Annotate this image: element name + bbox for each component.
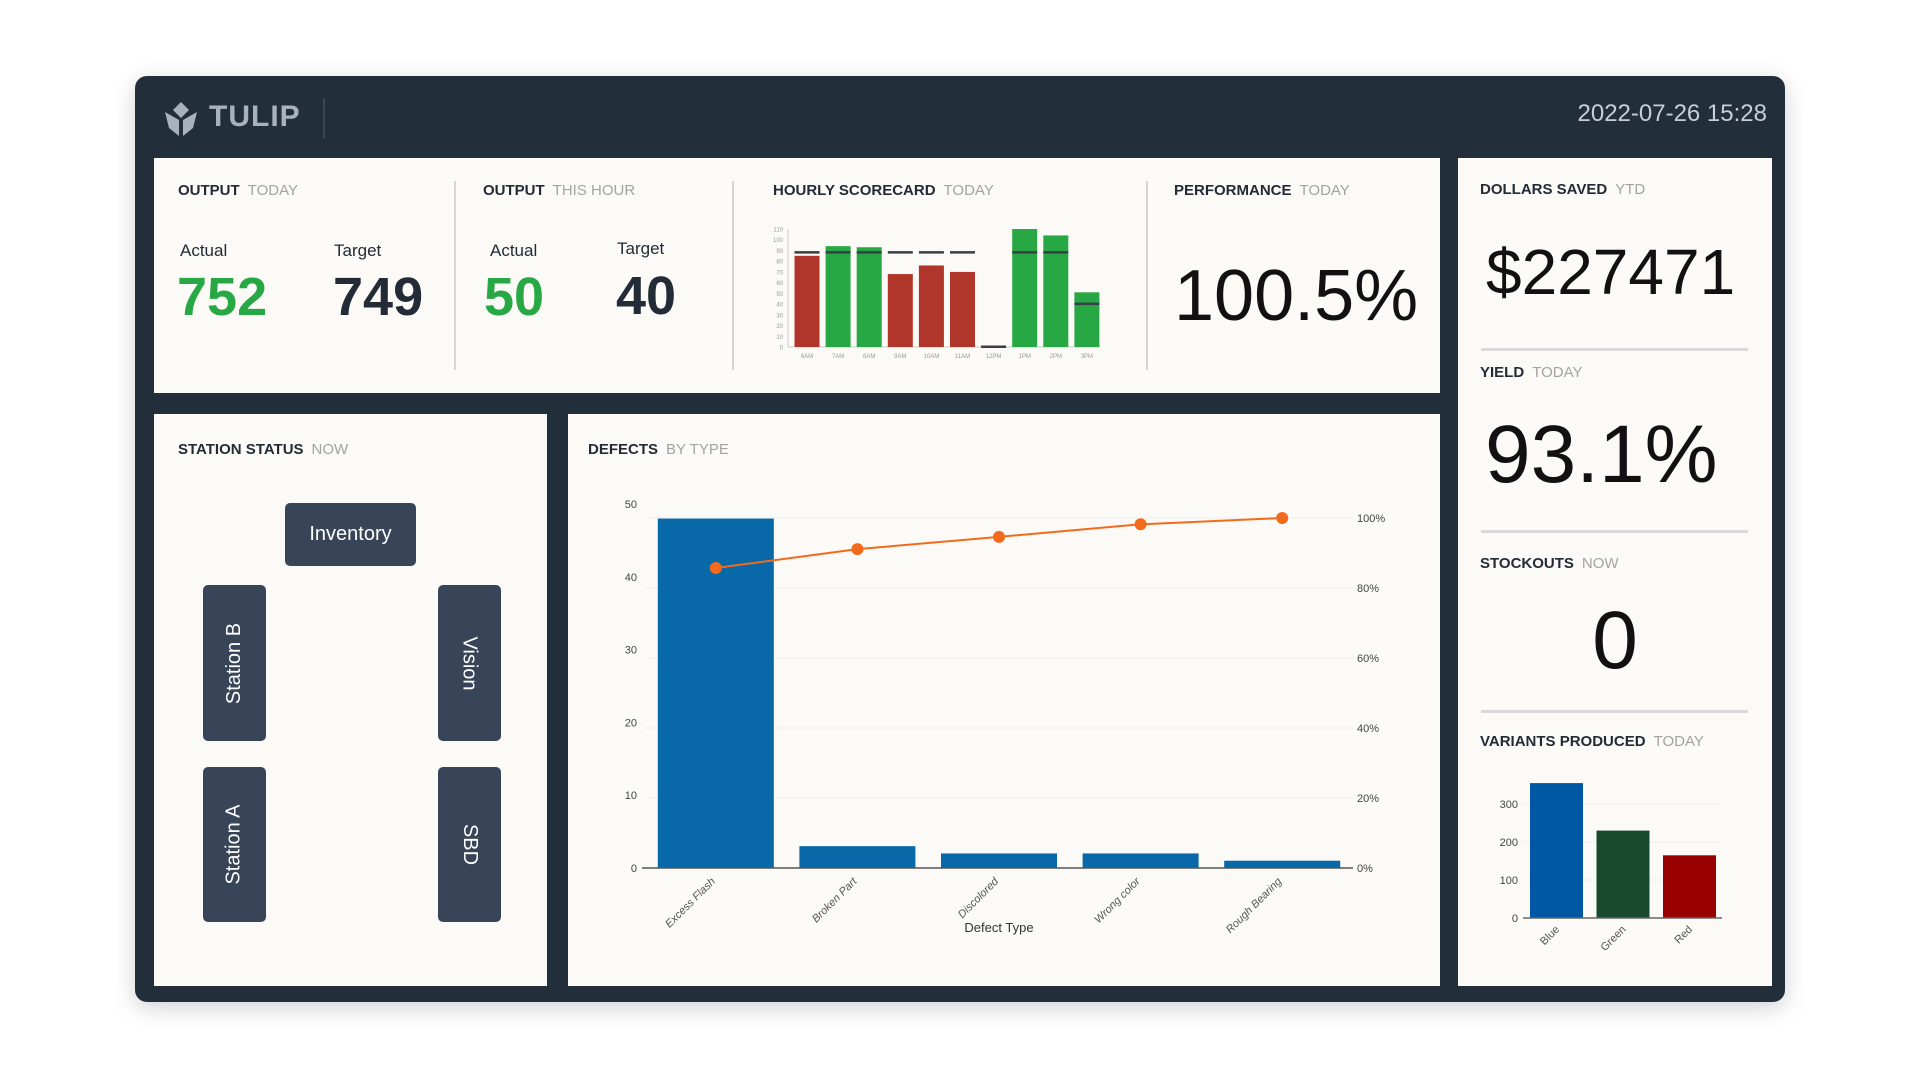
- header-title: VARIANTS PRODUCED: [1480, 733, 1646, 750]
- stockouts-header: STOCKOUTS NOW: [1480, 555, 1619, 572]
- header-title: OUTPUT: [483, 182, 545, 199]
- header-title: PERFORMANCE: [1174, 182, 1292, 199]
- output-today-header: OUTPUT TODAY: [178, 182, 298, 199]
- divider: [1481, 530, 1748, 533]
- header-title: OUTPUT: [178, 182, 240, 199]
- header-title: HOURLY SCORECARD: [773, 182, 936, 199]
- output-today-actual: 752: [177, 267, 268, 327]
- station-sbd[interactable]: SBD: [438, 767, 501, 922]
- station-a[interactable]: Station A: [203, 767, 266, 922]
- divider: [1481, 348, 1748, 351]
- divider: [454, 181, 456, 370]
- dollars-saved-header: DOLLARS SAVED YTD: [1480, 181, 1645, 198]
- output-hour-header: OUTPUT THIS HOUR: [483, 182, 635, 199]
- header-title: DEFECTS: [588, 441, 659, 458]
- tulip-logo-icon: [165, 102, 197, 136]
- header-subtitle: TODAY: [1653, 733, 1704, 750]
- hourly-scorecard-header: HOURLY SCORECARD TODAY: [773, 182, 994, 199]
- header-datetime: 2022-07-26 15:28: [1577, 100, 1768, 127]
- output-hour-actual: 50: [484, 267, 545, 327]
- divider: [1481, 710, 1748, 713]
- station-label: Station A: [223, 804, 245, 885]
- divider: [732, 181, 734, 370]
- header-subtitle: TODAY: [1532, 364, 1583, 381]
- station-vision[interactable]: Vision: [438, 585, 501, 741]
- defects-header: DEFECTS BY TYPE: [588, 441, 729, 458]
- station-label: Station B: [223, 622, 246, 704]
- station-label: Vision: [459, 635, 481, 691]
- brand-name: TULIP: [209, 100, 301, 133]
- output-hour-target-label: Target: [617, 239, 665, 258]
- defects-panel: [568, 414, 1440, 986]
- output-hour-actual-label: Actual: [490, 241, 538, 260]
- header-subtitle: TODAY: [247, 182, 298, 199]
- header-subtitle: THIS HOUR: [552, 182, 636, 199]
- header-subtitle: NOW: [311, 441, 349, 458]
- stockouts-value: 0: [1592, 595, 1638, 686]
- header-title: DOLLARS SAVED: [1480, 181, 1608, 198]
- station-inventory[interactable]: Inventory: [285, 503, 416, 566]
- header-title: STATION STATUS: [178, 441, 304, 458]
- header-title: STOCKOUTS: [1480, 555, 1574, 572]
- yield-value: 93.1%: [1485, 409, 1718, 500]
- yield-header: YIELD TODAY: [1480, 364, 1582, 381]
- header-title: YIELD: [1480, 364, 1525, 381]
- variants-header: VARIANTS PRODUCED TODAY: [1480, 733, 1704, 750]
- performance-header: PERFORMANCE TODAY: [1174, 182, 1350, 199]
- station-b[interactable]: Station B: [203, 585, 266, 741]
- header-subtitle: TODAY: [943, 182, 994, 199]
- header-subtitle: NOW: [1581, 555, 1619, 572]
- station-label: Inventory: [309, 523, 392, 545]
- output-today-actual-label: Actual: [180, 241, 228, 260]
- divider: [1146, 181, 1148, 370]
- header-subtitle: YTD: [1615, 181, 1646, 198]
- header-divider: [323, 98, 325, 138]
- output-today-target-label: Target: [334, 241, 382, 260]
- station-status-header: STATION STATUS NOW: [178, 441, 348, 458]
- performance-value: 100.5%: [1174, 256, 1419, 336]
- output-today-target: 749: [333, 267, 424, 327]
- header-subtitle: TODAY: [1299, 182, 1350, 199]
- header-subtitle: BY TYPE: [666, 441, 729, 458]
- station-label: SBD: [459, 823, 481, 866]
- output-hour-target: 40: [616, 266, 677, 326]
- dollars-saved-value: $227471: [1486, 236, 1736, 308]
